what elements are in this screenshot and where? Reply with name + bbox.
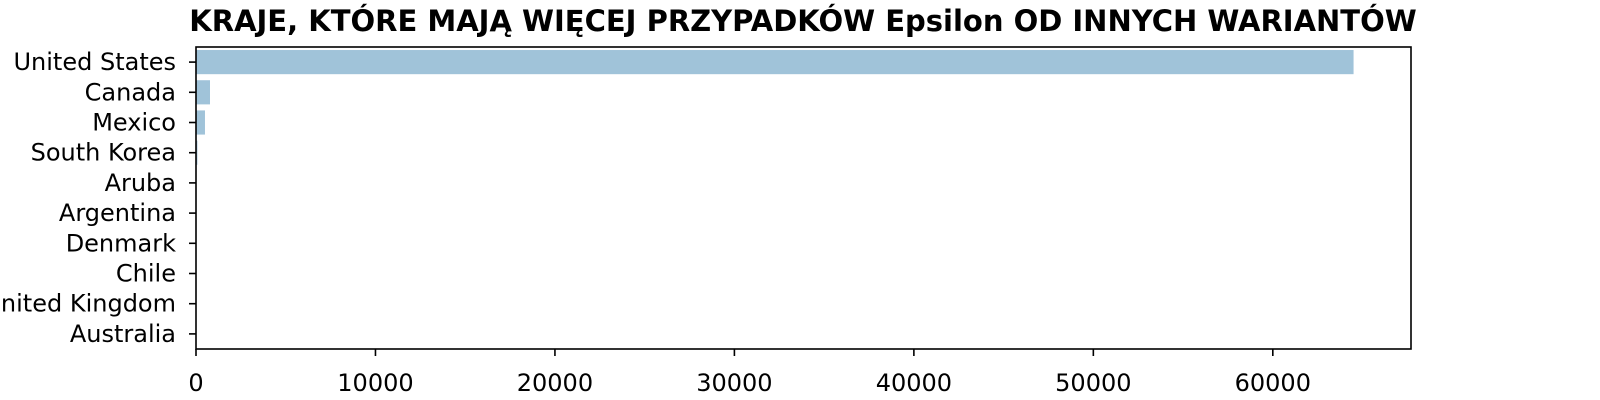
y-tick-label: United States [13,48,176,76]
y-tick-label: Australia [70,320,176,348]
y-tick-label: South Korea [31,139,176,167]
bar-canada [196,80,210,105]
x-tick-label: 60000 [1235,369,1311,397]
y-tick-label: Canada [85,78,176,106]
x-tick-label: 20000 [517,369,593,397]
x-tick-label: 30000 [696,369,772,397]
chart-title: KRAJE, KTÓRE MAJĄ WIĘCEJ PRZYPADKÓW Epsi… [189,4,1416,38]
bar-united-states [196,50,1354,75]
bar-mexico [196,110,205,135]
y-tick-label: Mexico [92,109,176,137]
x-tick-label: 40000 [876,369,952,397]
plot-frame [195,46,1412,350]
x-axis: 0 10000 20000 30000 40000 50000 60000 [188,349,1311,397]
x-tick-label: 50000 [1055,369,1131,397]
y-tick-label: Argentina [59,199,176,227]
y-tick-label: Chile [116,260,176,288]
x-tick-label: 0 [188,369,203,397]
x-tick-label: 10000 [337,369,413,397]
y-tick-label: United Kingdom [0,290,176,318]
y-tick-label: Denmark [66,229,176,257]
y-tick-label: Aruba [105,169,176,197]
bars-group [196,50,1354,346]
